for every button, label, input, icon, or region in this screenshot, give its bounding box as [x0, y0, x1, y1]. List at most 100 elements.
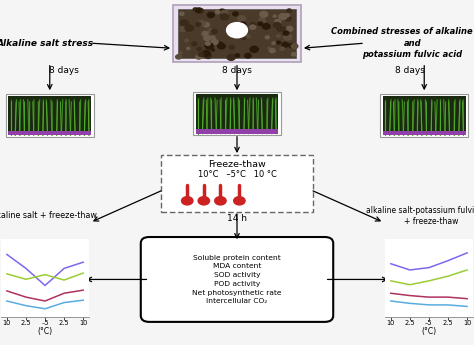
Circle shape	[186, 26, 191, 30]
FancyBboxPatch shape	[161, 155, 313, 212]
Circle shape	[285, 16, 291, 21]
Text: Combined stresses of alkaline salt
and
potassium fulvic acid: Combined stresses of alkaline salt and p…	[331, 27, 474, 59]
Text: Soluble protein content
MDA content
SOD activity
POD activity
Net photosynthetic: Soluble protein content MDA content SOD …	[192, 255, 282, 304]
Circle shape	[218, 43, 225, 49]
Circle shape	[260, 11, 268, 17]
Circle shape	[277, 26, 284, 31]
Circle shape	[235, 28, 240, 32]
Circle shape	[198, 21, 205, 26]
Bar	[173, 5, 301, 62]
Circle shape	[289, 44, 295, 48]
FancyBboxPatch shape	[141, 237, 333, 322]
Circle shape	[202, 31, 208, 36]
Text: Alkaline salt stress: Alkaline salt stress	[0, 39, 93, 48]
Circle shape	[198, 53, 203, 56]
Circle shape	[185, 39, 188, 42]
Circle shape	[196, 8, 203, 13]
Bar	[6, 94, 93, 137]
Circle shape	[192, 42, 197, 46]
Circle shape	[265, 36, 269, 39]
Circle shape	[268, 47, 271, 49]
Bar	[178, 9, 296, 58]
Circle shape	[196, 8, 201, 12]
Circle shape	[227, 54, 235, 60]
Circle shape	[221, 10, 228, 16]
Circle shape	[211, 36, 215, 39]
Text: 8 days: 8 days	[49, 66, 79, 75]
Circle shape	[239, 22, 246, 27]
Circle shape	[182, 197, 193, 205]
Circle shape	[185, 25, 193, 31]
Circle shape	[247, 35, 250, 38]
Bar	[195, 94, 278, 134]
Circle shape	[193, 8, 198, 11]
Circle shape	[208, 29, 213, 32]
Circle shape	[196, 22, 201, 26]
Circle shape	[180, 20, 189, 26]
Circle shape	[227, 23, 247, 38]
Circle shape	[211, 29, 217, 34]
Circle shape	[180, 12, 184, 15]
Circle shape	[215, 10, 220, 14]
Circle shape	[176, 55, 182, 59]
Circle shape	[179, 52, 182, 54]
Text: 14 h: 14 h	[227, 214, 247, 223]
Circle shape	[260, 17, 264, 20]
Text: alkaline salt + freeze-thaw: alkaline salt + freeze-thaw	[0, 211, 97, 220]
Circle shape	[197, 47, 201, 51]
Circle shape	[211, 49, 214, 51]
Circle shape	[205, 43, 213, 49]
Circle shape	[233, 12, 238, 16]
Circle shape	[217, 42, 223, 47]
Circle shape	[292, 53, 296, 56]
Circle shape	[275, 19, 281, 24]
Circle shape	[207, 12, 214, 18]
Circle shape	[280, 47, 284, 50]
Circle shape	[272, 42, 275, 45]
Circle shape	[283, 27, 286, 30]
Circle shape	[273, 15, 276, 17]
Circle shape	[235, 54, 239, 57]
Circle shape	[287, 9, 292, 12]
Circle shape	[259, 19, 265, 23]
Circle shape	[250, 46, 258, 52]
Circle shape	[250, 23, 256, 27]
Circle shape	[196, 55, 201, 59]
Circle shape	[277, 41, 281, 44]
Text: 8 days: 8 days	[395, 66, 425, 75]
Circle shape	[245, 53, 251, 58]
Circle shape	[279, 13, 287, 20]
Circle shape	[263, 23, 270, 29]
Circle shape	[283, 34, 292, 40]
Text: 10°C   –5°C   10 °C: 10°C –5°C 10 °C	[198, 170, 276, 179]
Circle shape	[258, 22, 263, 26]
Circle shape	[229, 46, 235, 49]
Circle shape	[215, 197, 226, 205]
Circle shape	[250, 25, 255, 29]
Bar	[8, 96, 91, 135]
Bar	[380, 94, 468, 137]
Circle shape	[237, 16, 246, 22]
Bar	[383, 131, 465, 135]
Circle shape	[203, 22, 210, 27]
Circle shape	[204, 36, 211, 41]
Circle shape	[283, 31, 289, 35]
Circle shape	[206, 42, 210, 45]
Circle shape	[285, 14, 290, 17]
Circle shape	[237, 32, 245, 37]
Circle shape	[198, 197, 210, 205]
Circle shape	[179, 27, 186, 32]
Circle shape	[277, 35, 280, 37]
Circle shape	[211, 40, 218, 45]
Bar	[193, 92, 281, 135]
Circle shape	[202, 50, 210, 56]
Bar	[195, 129, 278, 134]
Circle shape	[242, 37, 246, 39]
Circle shape	[231, 28, 237, 33]
Text: 8 days: 8 days	[222, 66, 252, 75]
Text: Freeze-thaw: Freeze-thaw	[208, 160, 266, 169]
Circle shape	[219, 9, 226, 14]
Bar	[8, 131, 91, 135]
Circle shape	[273, 22, 281, 28]
Circle shape	[291, 44, 298, 49]
